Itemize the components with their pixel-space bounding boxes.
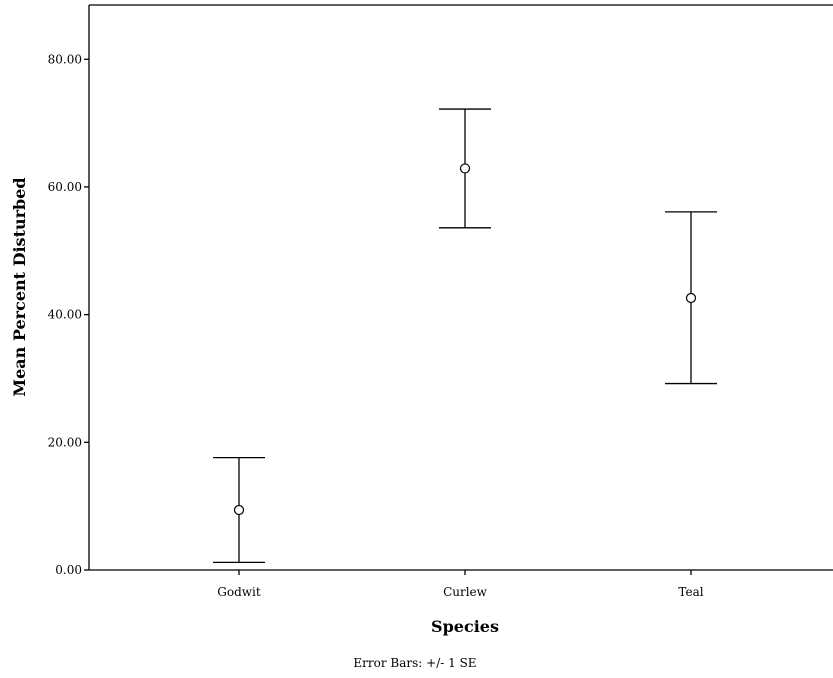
x-tick-label: Curlew — [443, 585, 488, 599]
error-bars — [213, 108, 717, 563]
y-tick-label: 20.00 — [48, 435, 82, 449]
y-axis: 0.00 20.00 40.00 60.00 80.00 — [48, 52, 89, 577]
plot-frame — [88, 4, 833, 571]
mean-point — [459, 163, 471, 174]
x-tick-label: Godwit — [217, 585, 261, 599]
x-axis-title: Species — [431, 617, 499, 636]
mean-point — [685, 292, 697, 304]
mean-point — [233, 504, 245, 516]
y-tick-label: 40.00 — [48, 308, 82, 322]
y-tick-label: 80.00 — [48, 52, 82, 66]
y-tick-label: 0.00 — [55, 563, 82, 577]
x-axis: Godwit Curlew Teal — [217, 570, 704, 599]
x-tick-label: Teal — [678, 585, 703, 599]
error-bars-footnote: Error Bars: +/- 1 SE — [353, 656, 476, 670]
y-tick-label: 60.00 — [48, 180, 82, 194]
y-axis-title: Mean Percent Disturbed — [10, 177, 29, 396]
